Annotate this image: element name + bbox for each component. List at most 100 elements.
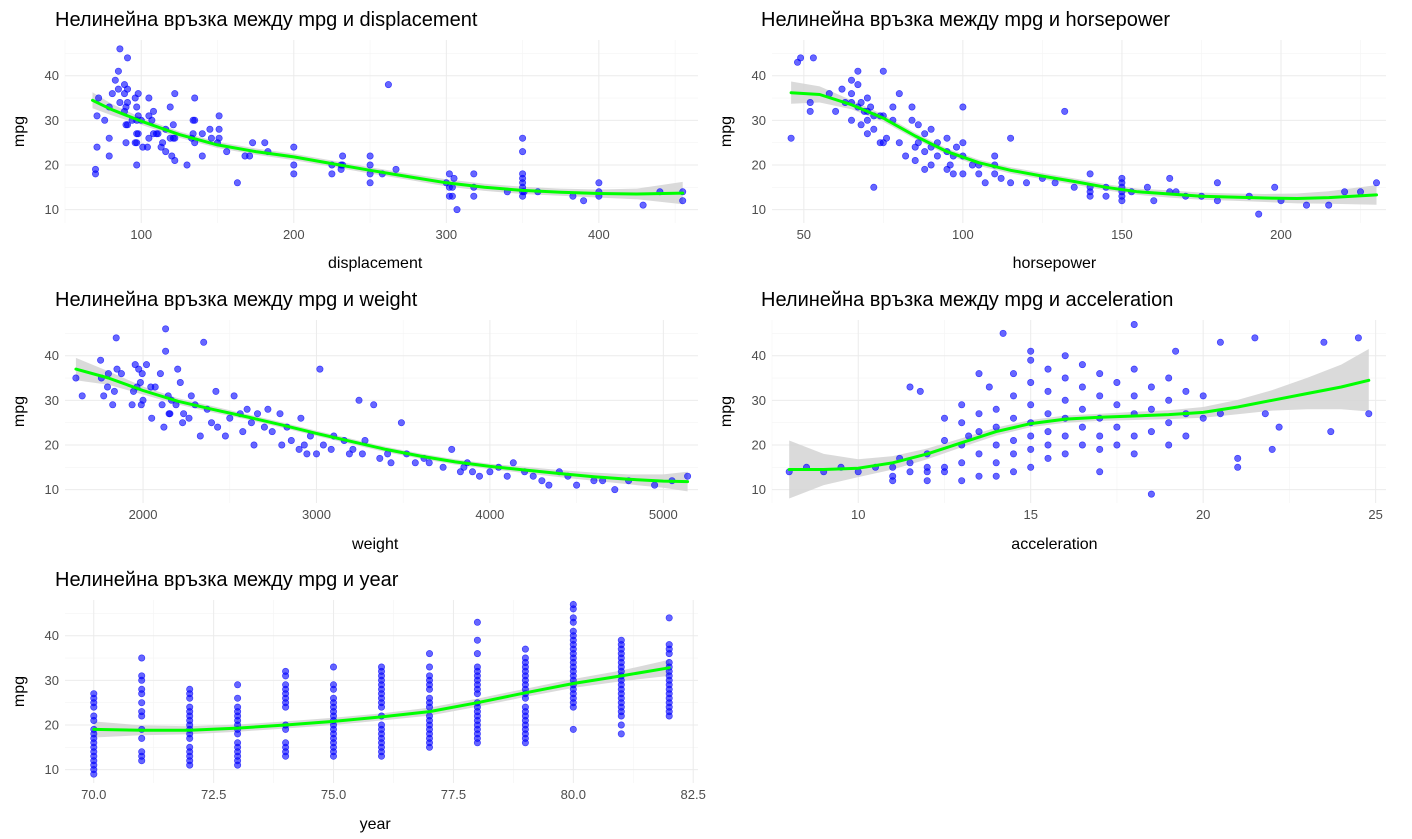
confidence-band — [791, 81, 1377, 205]
scatter-point — [138, 685, 146, 693]
scatter-point — [114, 67, 122, 75]
scatter-point — [239, 428, 247, 436]
scatter-point — [122, 139, 130, 147]
scatter-point — [101, 116, 109, 124]
scatter-point — [991, 152, 999, 160]
scatter-point — [319, 441, 327, 449]
scatter-point — [921, 148, 929, 156]
scatter-point — [179, 419, 187, 427]
scatter-point — [1166, 174, 1174, 182]
x-tick-label: 75.0 — [321, 787, 346, 802]
scatter-point — [148, 414, 156, 422]
scatter-point — [166, 103, 174, 111]
scatter-point — [916, 387, 924, 395]
scatter-point — [116, 45, 124, 53]
x-tick-label: 400 — [588, 227, 610, 242]
scatter-point — [580, 197, 588, 205]
y-tick-label: 20 — [45, 717, 59, 732]
scatter-point — [1251, 334, 1259, 342]
scatter-point — [1147, 383, 1155, 391]
scatter-point — [1009, 370, 1017, 378]
smooth-line — [787, 378, 1371, 471]
chart-panel-5: 70.0 72.5 75.0 77.5 80.0 82.5 10 20 30 40 Нелинейн… — [11, 569, 706, 833]
scatter-point — [453, 206, 461, 214]
y-tick-label: 30 — [752, 113, 766, 128]
scatter-point — [100, 392, 108, 400]
scatter-point — [109, 401, 117, 409]
scatter-point — [93, 112, 101, 120]
scatter-point — [425, 459, 433, 467]
x-tick-label: 80.0 — [561, 787, 586, 802]
scatter-point — [206, 125, 214, 133]
scatter-point — [1165, 441, 1173, 449]
scatter-point — [230, 392, 238, 400]
gridlines — [65, 600, 698, 783]
scatter-point — [1182, 432, 1190, 440]
scatter-point — [847, 116, 855, 124]
scatter-point — [1255, 210, 1263, 218]
scatter-point — [425, 672, 433, 680]
chart-panel-2: 50 100 150 200 10 20 30 40 Нелинейна връзка межд… — [718, 9, 1386, 272]
scatter-point — [186, 703, 194, 711]
scatter-point — [1113, 401, 1121, 409]
scatter-point — [949, 170, 957, 178]
scatter-point — [1096, 432, 1104, 440]
scatter-point — [234, 739, 242, 747]
y-tick-label: 30 — [45, 393, 59, 408]
scatter-point — [895, 90, 903, 98]
scatter-point — [1044, 428, 1052, 436]
y-tick-label: 10 — [45, 482, 59, 497]
x-tick-label: 200 — [283, 227, 305, 242]
scatter-point — [651, 481, 659, 489]
y-tick-label: 40 — [752, 348, 766, 363]
scatter-point — [958, 477, 966, 485]
scatter-point — [156, 370, 164, 378]
scatter-point — [215, 112, 223, 120]
scatter-point — [521, 645, 529, 653]
scatter-point — [863, 94, 871, 102]
scatter-point — [914, 121, 922, 129]
scatter-point — [78, 392, 86, 400]
scatter-point — [212, 387, 220, 395]
scatter-point — [521, 703, 529, 711]
scatter-point — [1044, 441, 1052, 449]
scatter-point — [1009, 414, 1017, 422]
scatter-point — [908, 103, 916, 111]
scatter-point — [1234, 454, 1242, 462]
scatter-point — [1044, 410, 1052, 418]
scatter-point — [1044, 365, 1052, 373]
scatter-point — [946, 161, 954, 169]
scatter-point — [679, 197, 687, 205]
scatter-point — [992, 459, 1000, 467]
scatter-point — [975, 410, 983, 418]
scatter-point — [392, 165, 400, 173]
scatter-point — [882, 134, 890, 142]
scatter-point — [1365, 410, 1373, 418]
scatter-point — [999, 329, 1007, 337]
x-tick-label: 20 — [1196, 507, 1210, 522]
scatter-point — [138, 699, 146, 707]
scatter-point — [863, 116, 871, 124]
scatter-point — [809, 54, 817, 62]
scatter-point — [611, 486, 619, 494]
scatter-point — [521, 654, 529, 662]
scatter-point — [234, 703, 242, 711]
scatter-point — [425, 694, 433, 702]
scatter-point — [857, 99, 865, 107]
scatter-point — [595, 179, 603, 187]
scatter-point — [1027, 463, 1035, 471]
scatter-point — [906, 468, 914, 476]
scatter-point — [1102, 192, 1110, 200]
scatter-point — [958, 419, 966, 427]
scatter-point — [339, 152, 347, 160]
scatter-point — [1044, 387, 1052, 395]
y-tick-label: 10 — [45, 762, 59, 777]
scatter-point — [1271, 183, 1279, 191]
gridlines — [772, 40, 1386, 223]
scatter-point — [397, 419, 405, 427]
scatter-point — [111, 76, 119, 84]
scatter-point — [370, 401, 378, 409]
scatter-point — [1027, 401, 1035, 409]
scatter-point — [519, 148, 527, 156]
scatter-point — [117, 370, 125, 378]
